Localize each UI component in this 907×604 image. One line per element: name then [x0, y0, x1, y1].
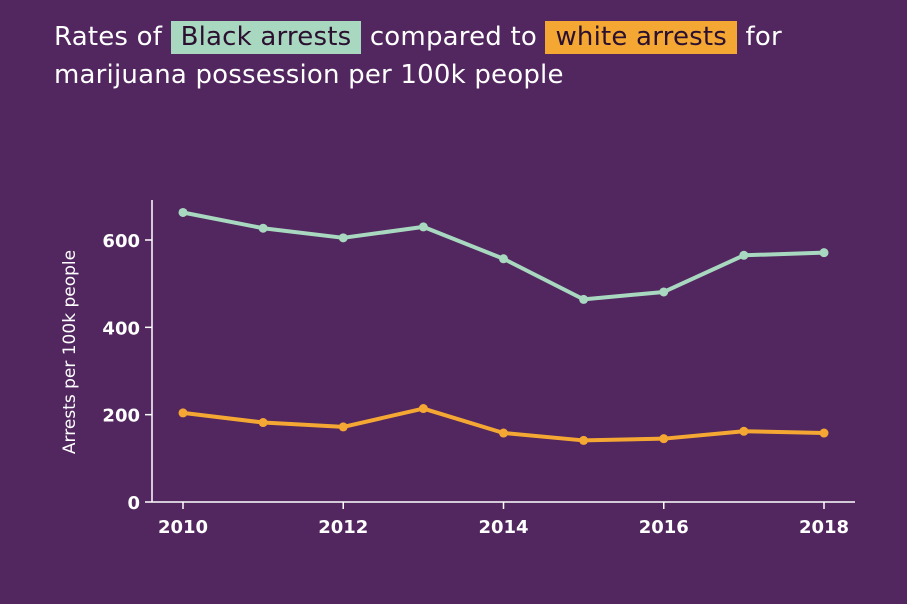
x-tick-label: 2010: [158, 517, 208, 538]
data-point-white-arrests: [819, 428, 829, 438]
data-point-white-arrests: [739, 426, 749, 436]
title-prefix: Rates of: [54, 22, 163, 52]
axes: [145, 200, 855, 509]
data-point-black-arrests: [258, 223, 268, 233]
data-point-black-arrests: [739, 250, 749, 260]
y-axis-label: Arrests per 100k people: [60, 250, 80, 454]
y-tick-label: 400: [102, 318, 140, 339]
data-point-black-arrests: [579, 294, 589, 304]
data-point-white-arrests: [418, 404, 428, 414]
data-point-black-arrests: [418, 222, 428, 232]
x-tick-label: 2012: [318, 517, 368, 538]
y-tick-label: 200: [102, 406, 140, 427]
data-point-white-arrests: [258, 418, 268, 428]
data-point-white-arrests: [499, 428, 508, 438]
title-middle: compared to: [369, 22, 537, 52]
chart-title: Rates of Black arrests compared to white…: [54, 18, 894, 94]
legend-white-arrests: white arrests: [545, 21, 738, 54]
data-point-black-arrests: [819, 248, 829, 258]
data-point-white-arrests: [579, 435, 589, 445]
data-point-black-arrests: [659, 287, 669, 297]
legend-black-arrests: Black arrests: [170, 21, 362, 54]
title-suffix: for marijuana possession per 100k people: [54, 22, 782, 90]
data-point-white-arrests: [659, 434, 669, 444]
y-tick-label: 0: [127, 493, 140, 514]
tick-labels: 0 200 400 600 2010 2012 2014 2016 2018: [102, 231, 849, 538]
plot-area: [178, 207, 829, 445]
x-tick-label: 2014: [478, 517, 528, 538]
x-tick-label: 2018: [799, 517, 849, 538]
y-tick-label: 600: [102, 231, 140, 252]
data-point-black-arrests: [178, 207, 188, 217]
x-tick-label: 2016: [639, 517, 689, 538]
data-point-white-arrests: [178, 408, 188, 418]
data-point-white-arrests: [338, 422, 348, 432]
data-point-black-arrests: [499, 254, 508, 264]
data-point-black-arrests: [338, 233, 348, 243]
